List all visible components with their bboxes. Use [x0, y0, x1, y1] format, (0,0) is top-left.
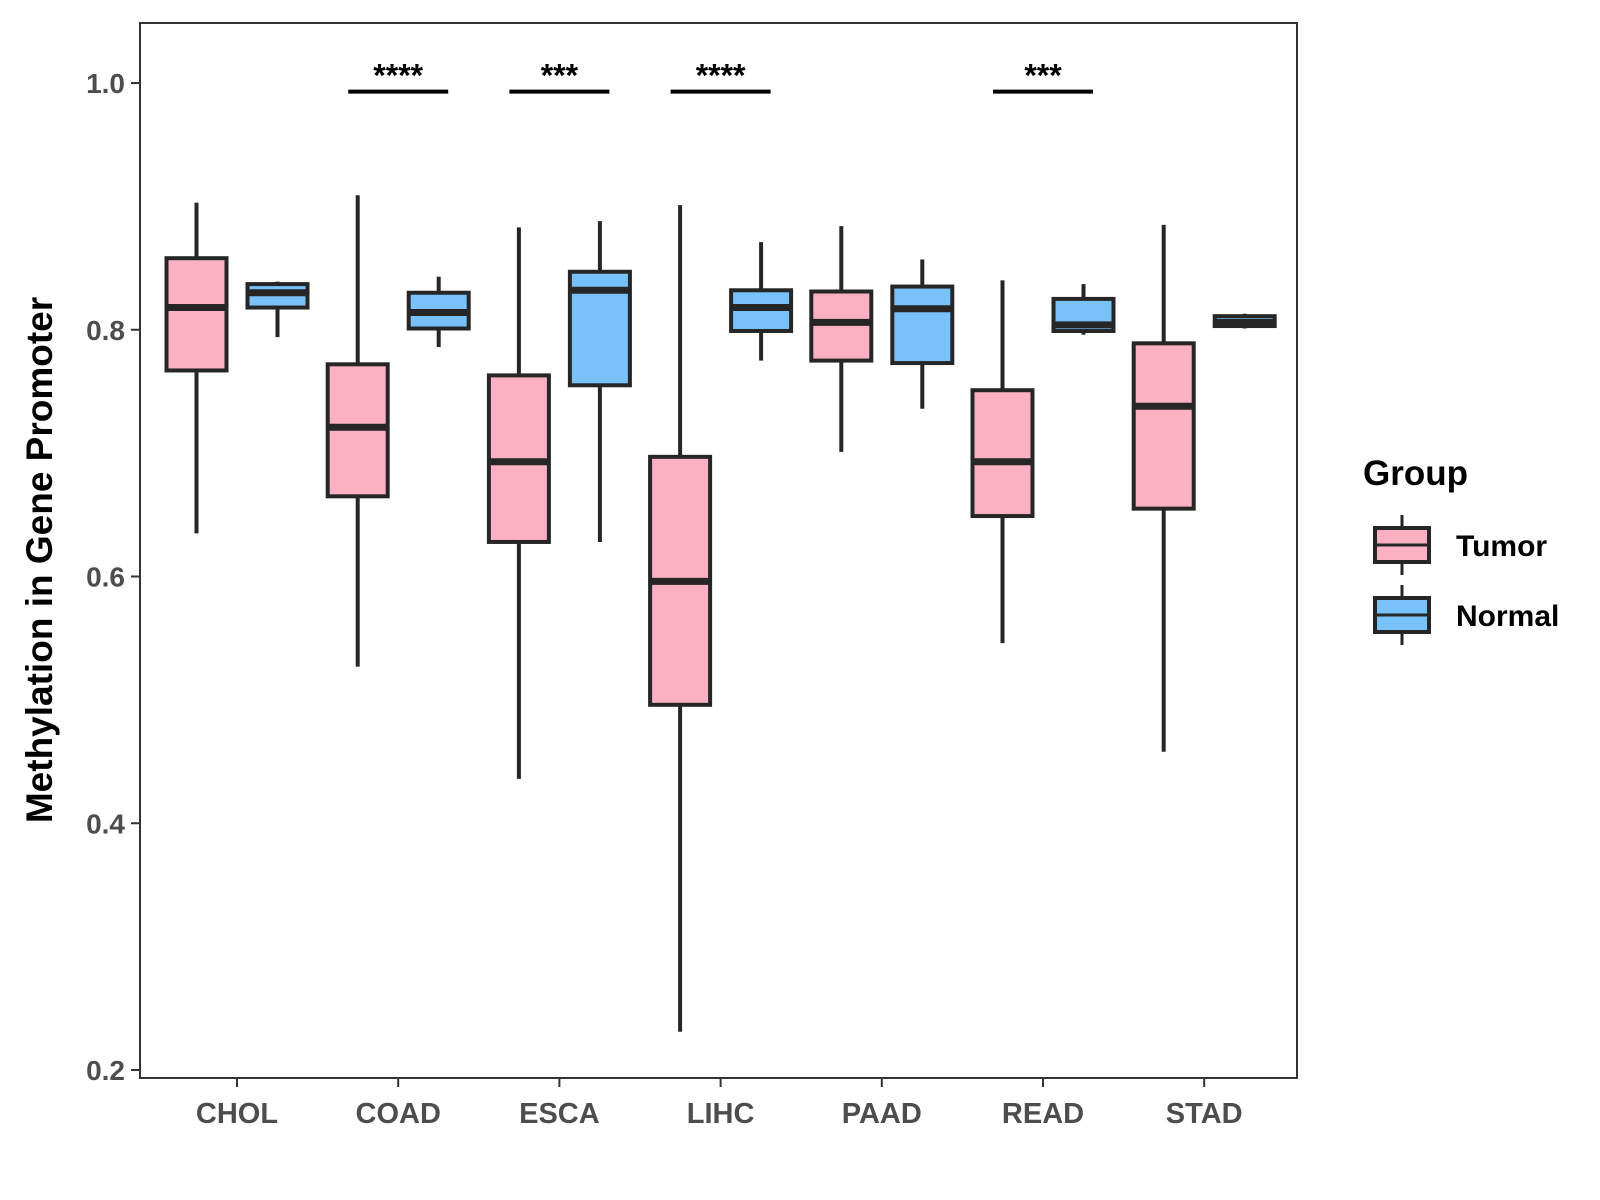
tumor-box-read: [970, 280, 1035, 644]
tumor-box-chol: [164, 202, 229, 534]
legend-title: Group: [1363, 454, 1468, 493]
tumor-box-coad: [325, 195, 390, 667]
x-tick-label: STAD: [1166, 1098, 1243, 1130]
legend-entry-tumor: Tumor: [1373, 515, 1547, 575]
x-tick-label: COAD: [356, 1098, 441, 1130]
significance-label: ***: [541, 58, 579, 94]
normal-box-esca: [567, 221, 632, 542]
x-tick-label: ESCA: [519, 1098, 600, 1130]
box-iqr: [970, 388, 1035, 519]
x-tick-label: PAAD: [842, 1098, 922, 1130]
box-iqr: [164, 256, 229, 373]
plot-panel: [139, 22, 1298, 1079]
x-axis: CHOL COAD ESCA LIHC PAAD READ STAD: [196, 1078, 1243, 1130]
legend-label: Normal: [1456, 600, 1559, 633]
y-tick-label: 1.0: [86, 68, 125, 99]
significance-label: ****: [373, 58, 423, 94]
significance-annotations: **** *** **** ***: [348, 58, 1093, 94]
tumor-box-paad: [809, 226, 874, 452]
significance-label: ****: [696, 58, 746, 94]
tumor-box-stad: [1131, 224, 1196, 752]
y-tick-label: 0.2: [86, 1055, 125, 1086]
tumor-box-esca: [486, 227, 551, 779]
normal-box-stad: [1212, 313, 1277, 329]
legend-label: Tumor: [1456, 530, 1547, 563]
normal-box-coad: [406, 276, 471, 348]
tumor-box-lihc: [648, 205, 713, 1032]
x-tick-label: CHOL: [196, 1098, 278, 1130]
y-tick-label: 0.4: [86, 808, 125, 839]
significance-label: ***: [1024, 58, 1062, 94]
legend: Group Tumor Normal: [1363, 454, 1559, 645]
box-iqr: [890, 284, 955, 366]
normal-box-paad: [890, 259, 955, 409]
y-axis: 0.2 0.4 0.6 0.8 1.0: [86, 68, 140, 1086]
y-axis-title: Methylation in Gene Promoter: [19, 297, 60, 823]
normal-box-lihc: [729, 242, 794, 361]
box-series: [164, 195, 1277, 1032]
box-iqr: [809, 289, 874, 363]
legend-entry-normal: Normal: [1373, 585, 1559, 645]
normal-box-read: [1051, 284, 1116, 335]
box-iqr: [1131, 341, 1196, 511]
y-tick-label: 0.8: [86, 315, 125, 346]
x-tick-label: LIHC: [687, 1098, 755, 1130]
y-tick-label: 0.6: [86, 562, 125, 593]
x-tick-label: READ: [1002, 1098, 1084, 1130]
normal-box-chol: [245, 281, 310, 338]
